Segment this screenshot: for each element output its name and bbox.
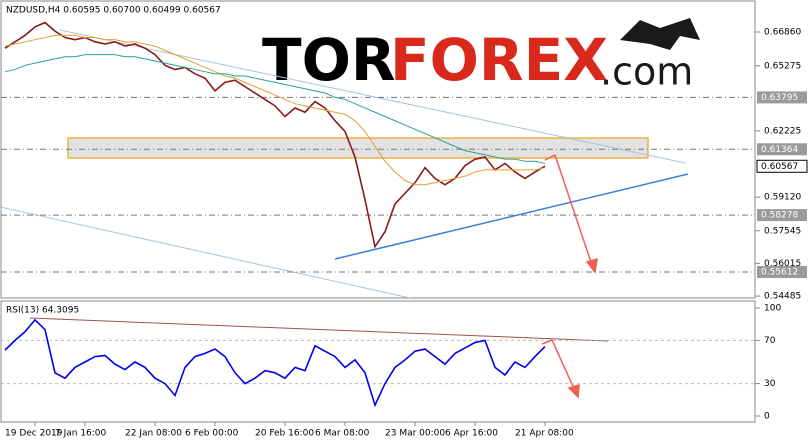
level-box [757,209,807,222]
price-label: 0.60567 [761,162,798,172]
rsi-panel [0,300,756,423]
logo: TOR FOREX .com [262,18,700,94]
series-line [4,34,546,186]
x-tick-label: 7 Jan 16:00 [55,429,107,439]
x-tick-label: 6 Mar 08:00 [315,429,370,439]
series-line [4,54,546,164]
arrow [554,154,594,269]
channel-line [0,206,411,299]
arrow [541,339,553,345]
y-tick-label: 70 [764,336,776,346]
arrow-head [585,257,598,274]
arrow [551,339,577,394]
y-tick-label: 0.65275 [764,61,801,71]
y-tick-label: 100 [764,304,781,314]
y-tick-label: 0.59120 [764,193,801,203]
y-tick-label: 0.56015 [764,259,801,269]
x-tick-label: 19 Dec 2019 [5,429,63,439]
y-tick-label: 0 [764,412,770,422]
x-tick-label: 6 Feb 00:00 [185,429,239,439]
forecast-arrows [541,154,598,399]
y-tick-label: 0.54485 [764,292,801,302]
x-tick-label: 6 Apr 16:00 [445,429,498,439]
level-box [757,143,807,156]
rsi-trend-line [29,317,609,342]
logo-bull [620,18,700,50]
channel-line [59,29,686,164]
y-tick-label: 30 [764,379,776,389]
level-box [757,91,807,104]
level-box [757,266,807,279]
logo-forex: FOREX [390,26,608,94]
logo-com: .com [600,50,693,94]
y-tick-label: 0.57545 [764,226,801,236]
x-tick-label: 22 Jan 08:00 [125,429,182,439]
level-label: 0.58278 [761,211,798,221]
arrow [544,154,556,161]
level-label: 0.61364 [761,145,798,155]
resistance-zone [67,137,649,159]
x-tick-label: 21 Apr 08:00 [515,429,574,439]
level-label: 0.55612 [761,268,798,278]
arrow-head [567,383,580,399]
logo-tor: TOR [262,26,396,94]
x-tick-label: 23 Mar 00:00 [385,429,445,439]
y-tick-label: 0.62225 [764,126,801,136]
rsi-header: RSI(13) 64.3095 [6,306,79,316]
level-label: 0.63795 [761,93,798,103]
price-header: NZDUSD,H4 0.60595 0.60700 0.60499 0.6056… [6,6,221,16]
y-tick-label: 0.66860 [764,28,801,38]
series-line [4,318,546,408]
x-tick-label: 20 Feb 16:00 [255,429,314,439]
support-line [334,173,689,260]
price-box [756,159,808,173]
